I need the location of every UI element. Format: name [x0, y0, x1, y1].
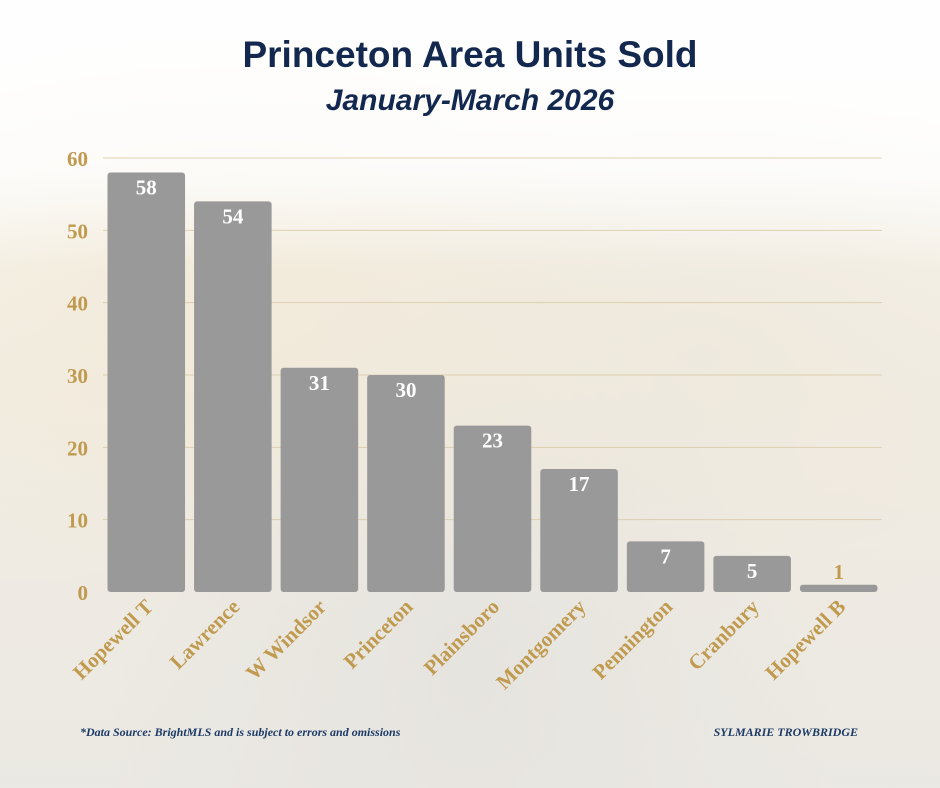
- data-label: 30: [395, 378, 416, 402]
- data-label: 23: [482, 429, 503, 453]
- data-label: 7: [660, 544, 671, 568]
- data-label: 54: [222, 204, 244, 228]
- y-tick-label: 0: [78, 581, 89, 605]
- x-tick-label: W Windsor: [241, 595, 331, 685]
- y-tick-label: 60: [67, 147, 88, 171]
- bar: [626, 541, 705, 592]
- x-tick-label: Montgomery: [491, 594, 591, 694]
- bar: [194, 201, 272, 592]
- data-label: 1: [833, 560, 844, 584]
- x-tick-label: Plainsboro: [419, 595, 504, 680]
- chart-title: Princeton Area Units Sold: [242, 34, 698, 75]
- y-tick-label: 20: [67, 436, 88, 460]
- data-label: 31: [309, 371, 330, 395]
- bar: [367, 375, 445, 592]
- bar: [453, 425, 532, 592]
- chart-subtitle: January-March 2026: [325, 84, 615, 117]
- y-tick-label: 50: [67, 219, 88, 243]
- x-tick-label: Hopewell T: [68, 595, 158, 685]
- y-tick-label: 30: [67, 364, 88, 388]
- bar: [280, 367, 359, 592]
- x-tick-label: Cranbury: [683, 594, 764, 675]
- data-label: 5: [747, 559, 758, 583]
- y-tick-label: 40: [67, 292, 88, 316]
- bar: [107, 172, 186, 592]
- y-tick-label: 10: [67, 509, 88, 533]
- bar: [799, 584, 878, 592]
- bar: [713, 555, 791, 592]
- x-tick-label: Hopewell B: [760, 595, 850, 685]
- data-source-note: *Data Source: BrightMLS and is subject t…: [80, 725, 401, 739]
- data-label: 17: [569, 472, 590, 496]
- x-tick-label: Lawrence: [165, 595, 244, 674]
- x-tick-label: Princeton: [339, 594, 418, 673]
- author-credit: SYLMARIE TROWBRIDGE: [713, 725, 858, 739]
- bar: [540, 469, 618, 592]
- data-label: 58: [136, 175, 157, 199]
- x-tick-label: Pennington: [588, 594, 678, 684]
